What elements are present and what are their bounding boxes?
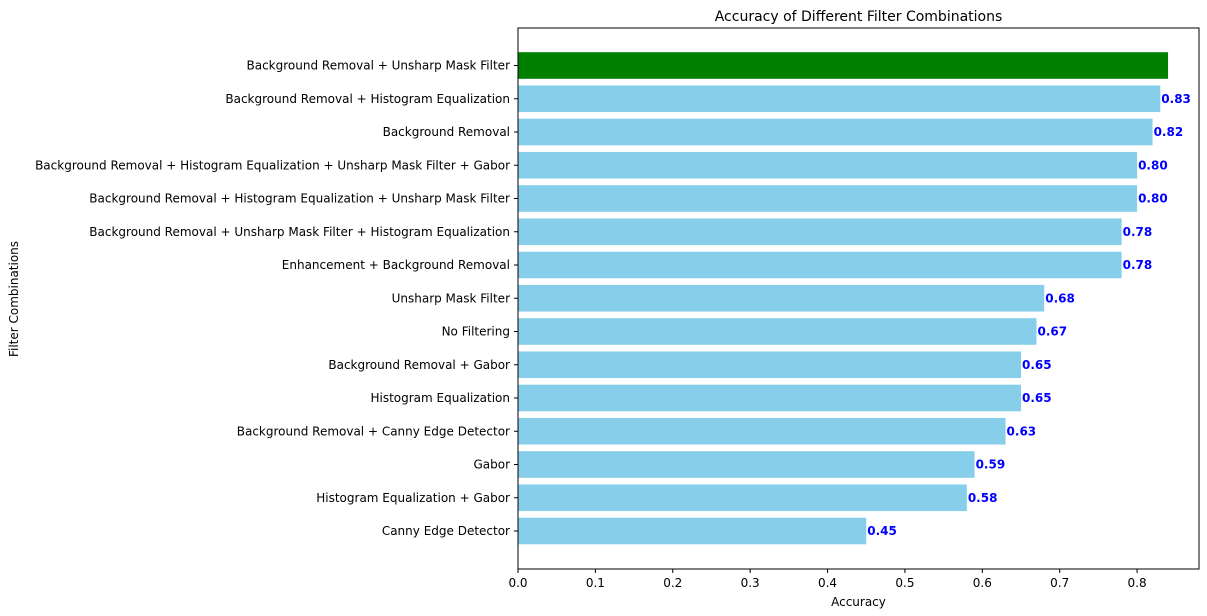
value-labels-group: 0.83 0.82 0.80 0.80 0.78 0.78 0.68 0.67 0.65 0.65… xyxy=(867,92,1191,538)
bar-value-label: 0.80 xyxy=(1138,158,1168,172)
y-tick-label: Histogram Equalization xyxy=(370,391,510,405)
bar-value-label: 0.65 xyxy=(1022,391,1052,405)
bar xyxy=(518,251,1122,279)
y-tick-label: Background Removal + Histogram Equalizat… xyxy=(225,92,510,106)
y-tick-label: Gabor xyxy=(473,458,510,472)
x-tick-label: 0.6 xyxy=(973,576,992,590)
y-tick-label: Histogram Equalization + Gabor xyxy=(316,491,510,505)
y-tick-label: Background Removal + Canny Edge Detector xyxy=(237,424,510,438)
y-tick-label: Enhancement + Background Removal xyxy=(282,258,510,272)
y-tick-label: Background Removal + Unsharp Mask Filter… xyxy=(89,225,510,239)
bar xyxy=(518,484,967,512)
y-axis-label: Filter Combinations xyxy=(7,241,21,357)
bar-value-label: 0.83 xyxy=(1161,92,1191,106)
bar-value-label: 0.65 xyxy=(1022,358,1052,372)
x-tick-label: 0.7 xyxy=(1050,576,1069,590)
y-tick-label: Background Removal xyxy=(383,125,510,139)
bar-value-label: 0.59 xyxy=(976,458,1006,472)
y-tick-label: No Filtering xyxy=(442,325,510,339)
y-tick-label: Background Removal + Gabor xyxy=(328,358,510,372)
bar-value-label: 0.78 xyxy=(1123,258,1153,272)
chart-title: Accuracy of Different Filter Combination… xyxy=(715,9,1003,25)
x-tick-label: 0.1 xyxy=(586,576,605,590)
bar-value-label: 0.80 xyxy=(1138,192,1168,206)
bar xyxy=(518,417,1006,445)
bar-value-label: 0.68 xyxy=(1045,291,1075,305)
bar xyxy=(518,218,1122,246)
y-tick-label: Background Removal + Histogram Equalizat… xyxy=(89,192,510,206)
bar xyxy=(518,384,1022,412)
x-tick-label: 0.4 xyxy=(818,576,837,590)
x-tick-label: 0.0 xyxy=(508,576,527,590)
y-tick-label: Background Removal + Histogram Equalizat… xyxy=(35,158,510,172)
x-axis-label: Accuracy xyxy=(831,595,886,609)
bar xyxy=(518,185,1138,212)
bar xyxy=(518,451,975,478)
y-tick-label: Canny Edge Detector xyxy=(382,524,510,538)
y-tick-label: Unsharp Mask Filter xyxy=(392,291,510,305)
bar-value-label: 0.82 xyxy=(1154,125,1184,139)
bar xyxy=(518,85,1161,113)
bar xyxy=(518,284,1045,312)
x-tick-label: 0.3 xyxy=(741,576,760,590)
bar-value-label: 0.45 xyxy=(867,524,897,538)
bar-value-label: 0.63 xyxy=(1007,424,1037,438)
bar xyxy=(518,318,1037,345)
bar xyxy=(518,351,1022,379)
bar xyxy=(518,151,1138,179)
bar xyxy=(518,118,1153,146)
bar xyxy=(518,52,1169,79)
x-tick-labels-group: 0.0 0.1 0.2 0.3 0.4 0.5 0.6 0.7 0.8 xyxy=(508,569,1147,590)
bar-value-label: 0.78 xyxy=(1123,225,1153,239)
y-tick-labels-group: Background Removal + Unsharp Mask Filter… xyxy=(35,59,518,538)
x-tick-label: 0.5 xyxy=(895,576,914,590)
bar-value-label: 0.58 xyxy=(968,491,998,505)
bars-group xyxy=(518,52,1169,545)
y-tick-label: Background Removal + Unsharp Mask Filter xyxy=(247,59,511,73)
x-tick-label: 0.2 xyxy=(663,576,682,590)
bar xyxy=(518,517,867,545)
bar-value-label: 0.67 xyxy=(1037,325,1067,339)
x-tick-label: 0.8 xyxy=(1128,576,1147,590)
plot-frame xyxy=(517,27,1200,570)
